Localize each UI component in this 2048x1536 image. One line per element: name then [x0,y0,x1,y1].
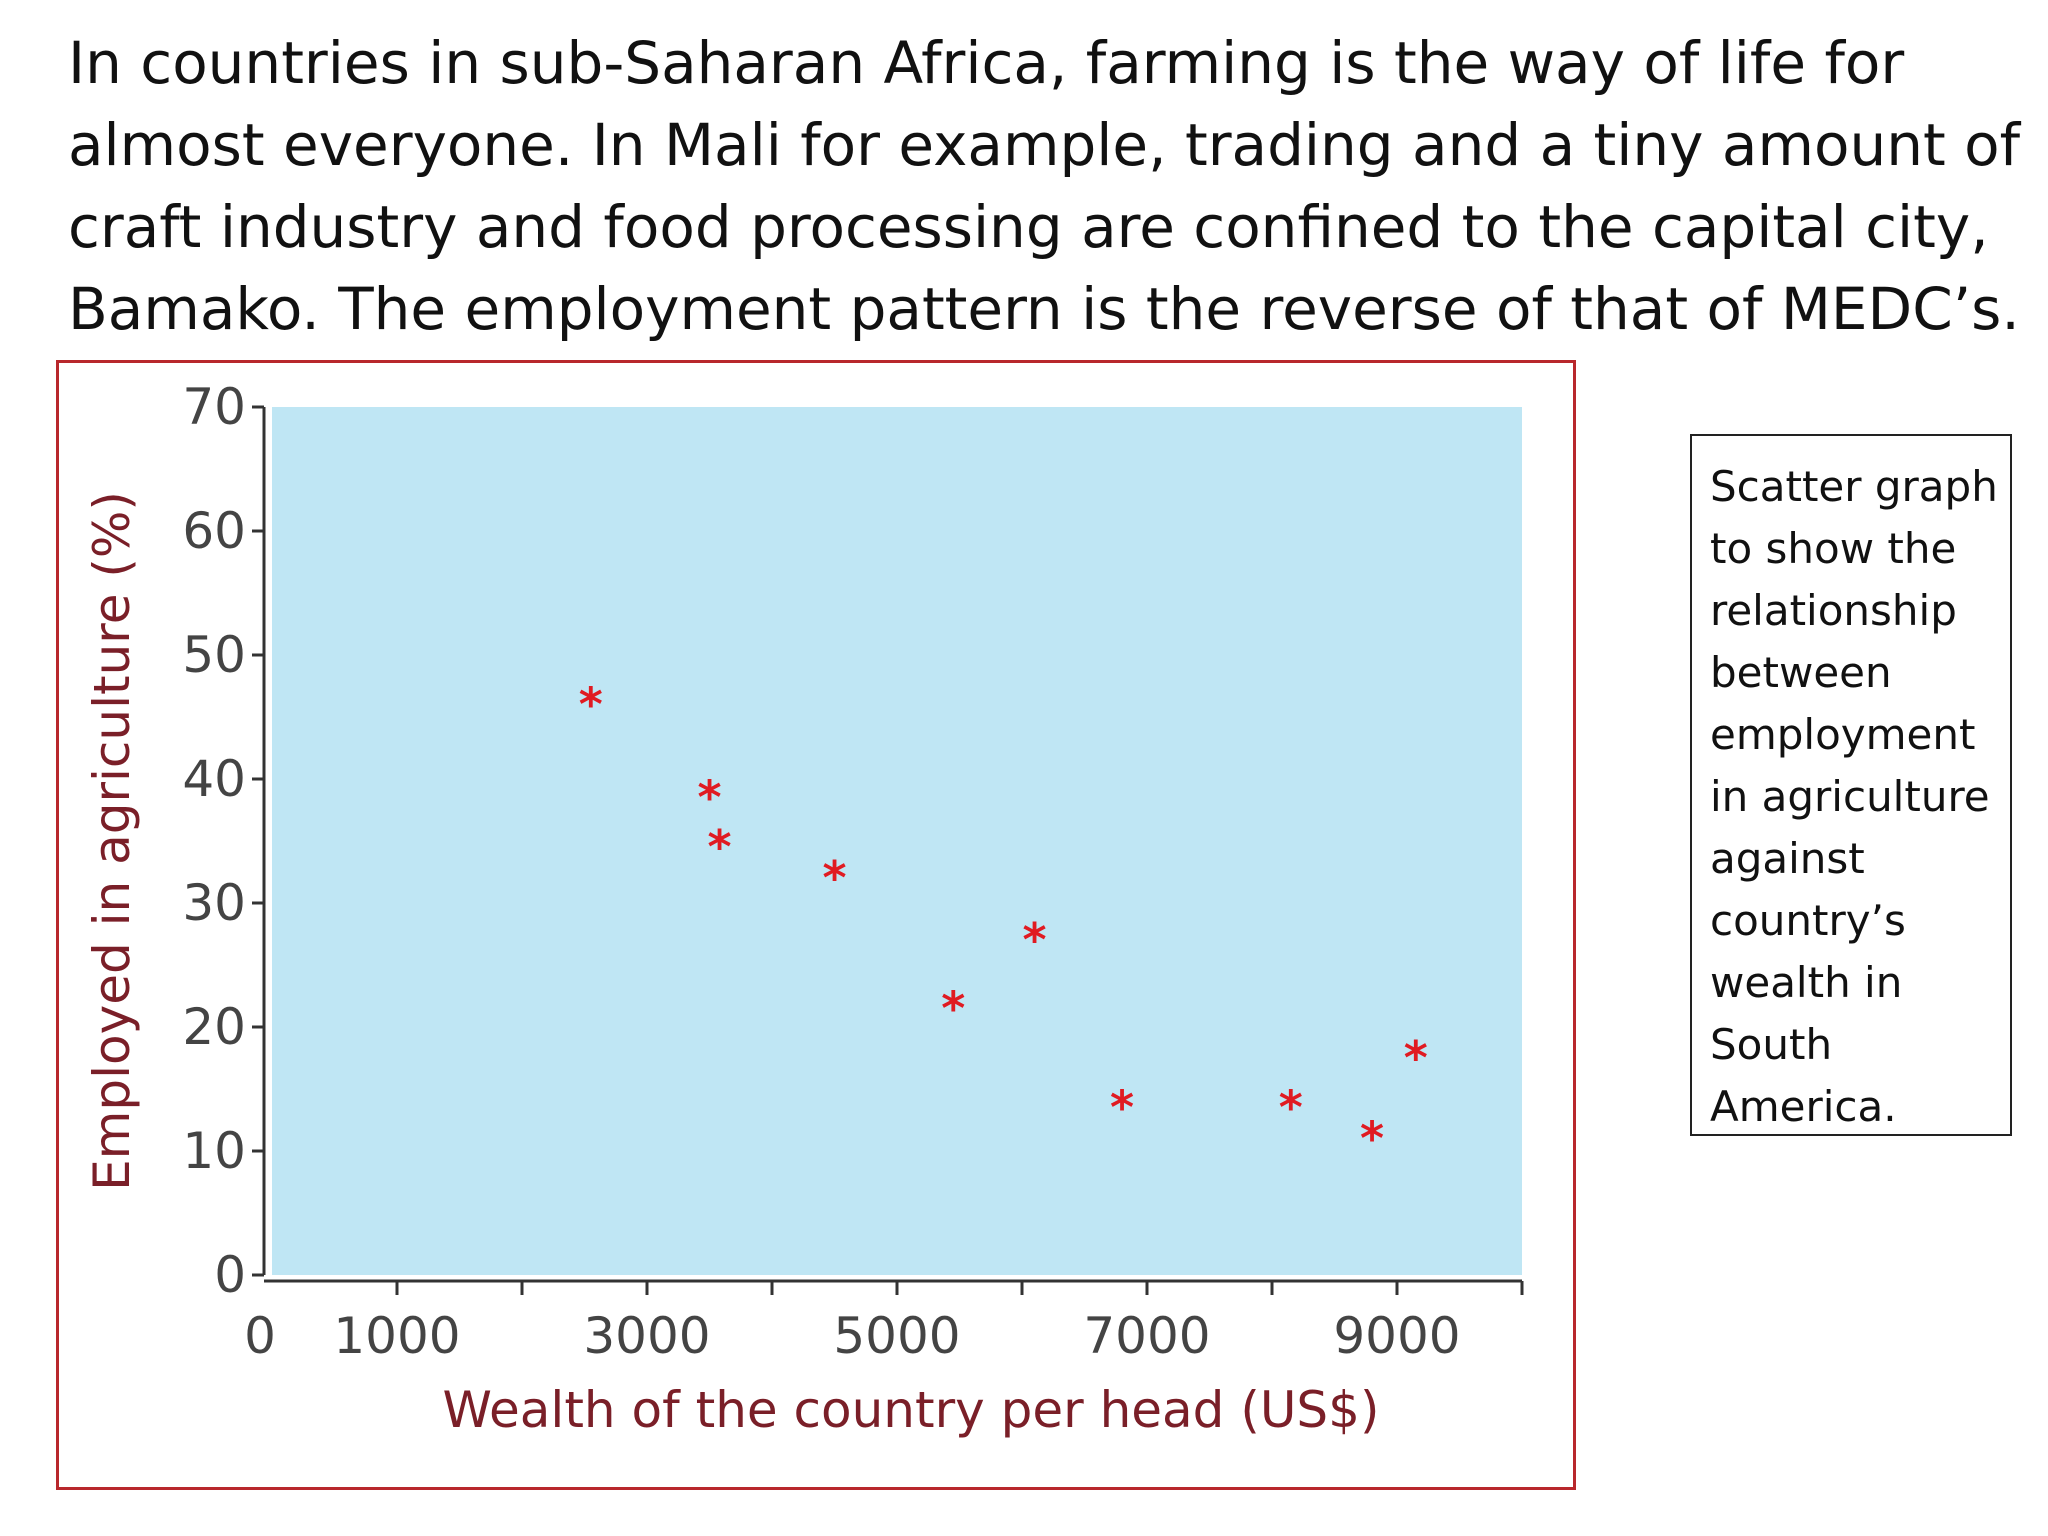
intro-line: craft industry and food processing are c… [68,193,1989,261]
data-point: * [1279,1081,1303,1135]
intro-line: In countries in sub-Saharan Africa, farm… [68,29,1905,97]
caption-box: Scatter graph to show the relationship b… [1690,434,2012,1136]
y-tick-label: 0 [214,1246,246,1304]
x-axis: 0 1000 3000 5000 7000 9000 [244,1279,1524,1365]
intro-paragraph: In countries in sub-Saharan Africa, farm… [68,22,2021,350]
caption-line: South [1710,1020,1833,1069]
data-point: * [941,981,965,1035]
x-tick-label: 9000 [1333,1307,1460,1365]
caption-line: against [1710,834,1865,883]
data-point: * [1360,1112,1384,1166]
data-point: * [697,771,721,825]
y-tick-label: 40 [182,750,246,808]
caption-line: between [1710,648,1892,697]
x-tick-label: 3000 [583,1307,710,1365]
x-tick-label: 5000 [833,1307,960,1365]
caption-line: country’s [1710,896,1906,945]
data-points: ******* *** [579,678,1428,1166]
x-tick-label: 1000 [333,1307,460,1365]
caption-line: wealth in [1710,958,1903,1007]
scatter-chart: 0 10 20 30 40 50 60 70 0 1000 3000 5000 7000 9000 * *… [56,360,1576,1490]
data-point: * [1404,1031,1428,1085]
caption-line: relationship [1710,586,1957,635]
x-tick-label: 0 [244,1307,276,1365]
y-tick-label: 10 [182,1122,246,1180]
data-point: * [822,851,846,905]
intro-line: almost everyone. In Mali for example, tr… [68,111,2021,179]
data-point: * [707,820,731,874]
y-tick-label: 30 [182,874,246,932]
caption-line: employment [1710,710,1976,759]
y-tick-label: 70 [182,378,246,436]
x-axis-label: Wealth of the country per head (US$) [443,1381,1380,1439]
caption-line: America. [1710,1082,1897,1131]
y-tick-label: 20 [182,998,246,1056]
plot-area [272,407,1522,1275]
y-axis-label: Employed in agriculture (%) [83,491,141,1191]
caption-line: in agriculture [1710,772,1990,821]
y-axis: 0 10 20 30 40 50 60 70 [182,378,266,1304]
data-point: * [1110,1081,1134,1135]
caption-line: Scatter graph [1710,462,1998,511]
x-tick-label: 7000 [1083,1307,1210,1365]
y-tick-label: 50 [182,626,246,684]
data-point: * [1022,913,1046,967]
caption-line: to show the [1710,524,1957,573]
y-tick-label: 60 [182,502,246,560]
data-point: * [579,678,603,732]
intro-line: Bamako. The employment pattern is the re… [68,275,2020,343]
